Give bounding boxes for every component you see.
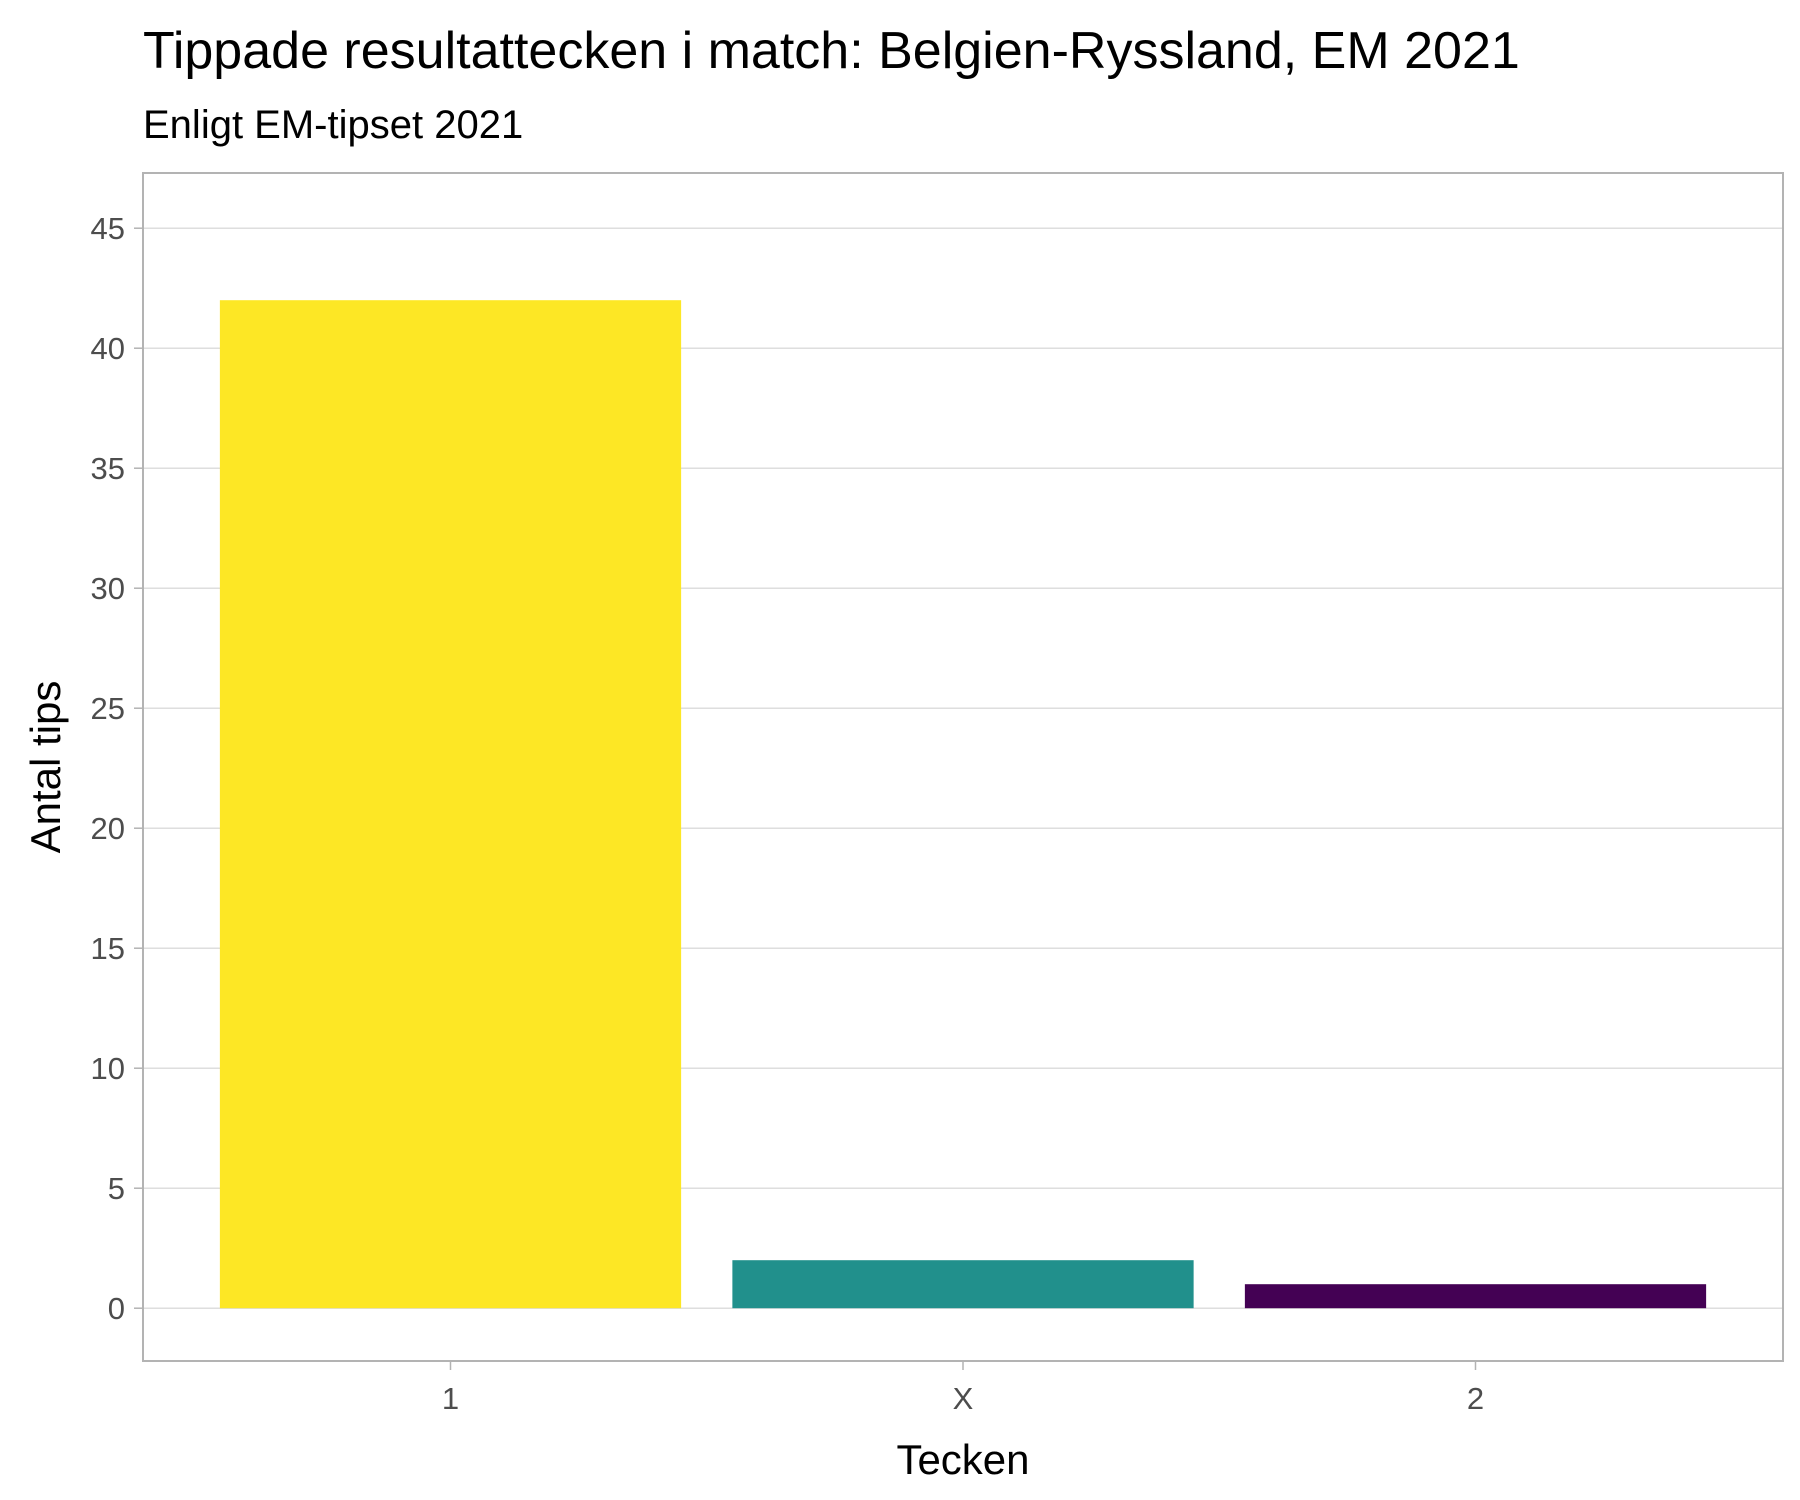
chart-subtitle: Enligt EM-tipset 2021 (143, 103, 523, 147)
bar-2 (1244, 1284, 1707, 1309)
y-axis: 0 5 10 15 20 25 30 35 40 45 (91, 211, 143, 1326)
y-tick-label: 35 (91, 451, 125, 486)
y-tick-label: 0 (108, 1291, 125, 1326)
y-tick-label: 15 (91, 931, 125, 966)
y-tick-label: 40 (91, 331, 125, 366)
x-tick-label: X (953, 1381, 974, 1416)
bars (219, 300, 1707, 1309)
bar-1 (219, 300, 682, 1309)
y-axis-title: Antal tips (22, 681, 69, 854)
x-axis: 1 X 2 (442, 1361, 1484, 1416)
x-tick-label: 2 (1467, 1381, 1484, 1416)
chart-title: Tippade resultattecken i match: Belgien-… (143, 22, 1520, 80)
y-tick-label: 25 (91, 691, 125, 726)
x-axis-title: Tecken (896, 1436, 1029, 1483)
bar-X (732, 1260, 1194, 1309)
x-tick-label: 1 (442, 1381, 459, 1416)
y-tick-label: 45 (91, 211, 125, 246)
y-tick-label: 5 (108, 1171, 125, 1206)
y-tick-label: 20 (91, 811, 125, 846)
y-tick-label: 10 (91, 1051, 125, 1086)
y-tick-label: 30 (91, 571, 125, 606)
